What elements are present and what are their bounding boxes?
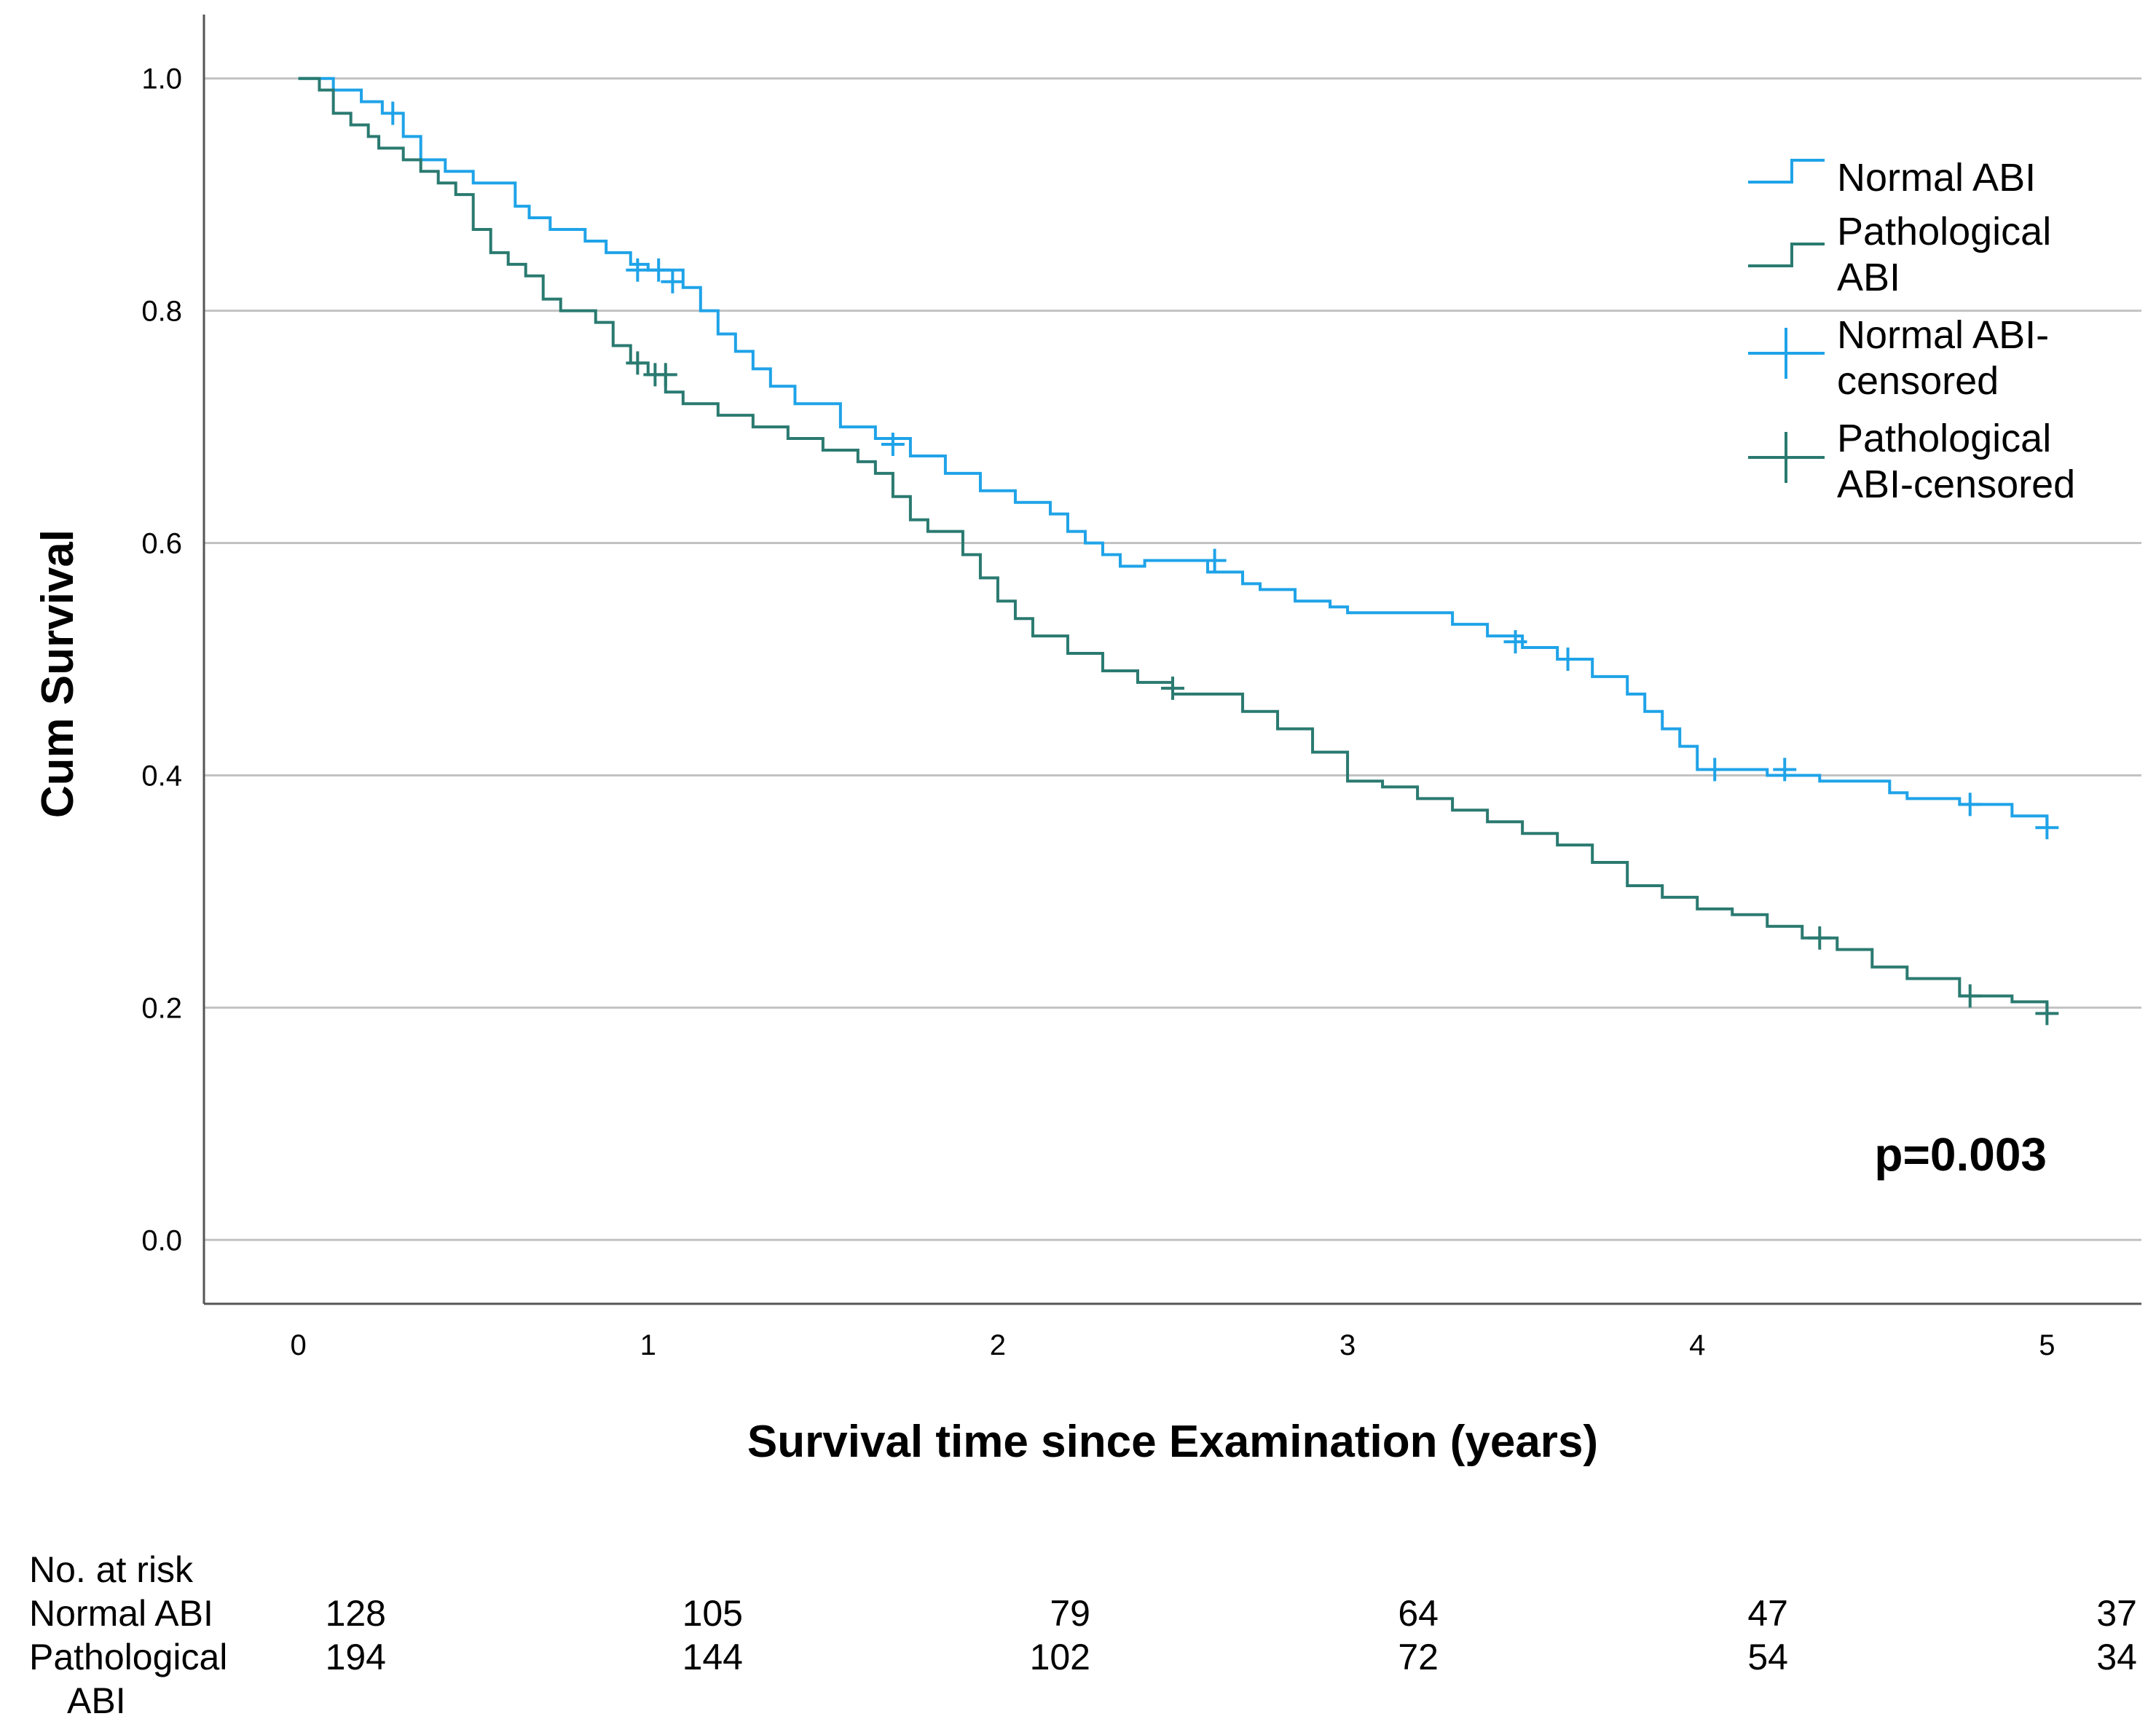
risk-table: No. at risk Normal ABI 128 105 79 64 47 …: [29, 1548, 2141, 1723]
risk-pathological-t3: 72: [1398, 1637, 1439, 1677]
y-tick-label: 0.4: [141, 760, 182, 792]
censor-mark-pathological: [1161, 676, 1184, 700]
risk-pathological-t0: 194: [325, 1637, 386, 1677]
risk-pathological-t2: 102: [1029, 1637, 1090, 1677]
censor-mark-normal: [381, 101, 405, 125]
risk-pathological-t5: 34: [2096, 1637, 2137, 1677]
legend-label-normal-censored-line2: censored: [1837, 359, 1999, 403]
x-tick-label: 1: [640, 1329, 656, 1361]
legend-label-pathological-censored: Pathological ABI-censored: [1837, 417, 2075, 506]
censor-mark-normal: [1503, 630, 1527, 654]
legend-symbol-pathological-line: [1748, 243, 1825, 267]
censor-mark-normal: [1703, 758, 1727, 782]
x-tick-label: 3: [1339, 1329, 1356, 1361]
y-tick-labels: 0.0 0.2 0.4 0.6 0.8 1.0: [141, 63, 182, 1257]
risk-row-label-pathological-line2: ABI: [67, 1680, 126, 1721]
x-tick-label: 4: [1689, 1329, 1705, 1361]
censor-mark-normal: [1958, 792, 1982, 817]
legend: Normal ABI Pathological ABI Normal ABI- …: [1748, 156, 2075, 506]
x-tick-label: 0: [291, 1329, 307, 1361]
gridlines: [204, 77, 2141, 1241]
legend-label-pathological-line2: ABI: [1837, 256, 1900, 299]
legend-symbol-normal-censored: [1748, 328, 1825, 379]
y-tick-label: 0.6: [141, 528, 182, 560]
censor-mark-pathological: [1808, 926, 1832, 950]
risk-normal-t1: 105: [682, 1593, 743, 1634]
x-axis-title: Survival time since Examination (years): [747, 1417, 1598, 1467]
y-tick-label: 0.2: [141, 992, 182, 1024]
censor-marks: [381, 101, 2059, 1026]
censor-mark-pathological: [653, 363, 677, 387]
censor-mark-normal: [661, 270, 685, 294]
censor-mark-normal: [881, 433, 905, 456]
censor-mark-normal: [2035, 816, 2059, 840]
censor-mark-pathological: [626, 351, 650, 375]
censor-mark-normal: [1773, 758, 1797, 782]
series-line-normal: [298, 76, 2049, 828]
series: [298, 76, 2049, 1014]
risk-pathological-t1: 144: [682, 1637, 743, 1677]
y-tick-label: 1.0: [141, 63, 182, 95]
legend-label-normal-censored-line1: Normal ABI-: [1837, 313, 2049, 357]
p-value-annotation: p=0.003: [1874, 1128, 2047, 1181]
y-axis-title: Cum Survival: [33, 530, 83, 818]
risk-normal-t2: 79: [1050, 1593, 1090, 1634]
survival-chart: 0.0 0.2 0.4 0.6 0.8 1.0 0 1 2 3 4 5 Survival time …: [33, 15, 2141, 1467]
censor-mark-normal: [1203, 548, 1227, 573]
risk-row-label-pathological: Pathological: [29, 1637, 228, 1677]
risk-normal-t4: 47: [1747, 1593, 1788, 1634]
risk-normal-t5: 37: [2096, 1593, 2137, 1634]
y-tick-label: 0.8: [141, 296, 182, 328]
censor-mark-normal: [626, 258, 650, 282]
risk-table-header: No. at risk: [29, 1549, 194, 1590]
x-tick-label: 5: [2039, 1329, 2055, 1361]
x-tick-labels: 0 1 2 3 4 5: [291, 1329, 2055, 1361]
legend-symbol-normal-line: [1748, 159, 1825, 184]
legend-label-normal-censored: Normal ABI- censored: [1837, 313, 2060, 403]
risk-row-label-normal: Normal ABI: [29, 1593, 213, 1634]
risk-normal-t3: 64: [1398, 1593, 1439, 1634]
legend-label-normal: Normal ABI: [1837, 156, 2036, 200]
censor-mark-normal: [1556, 648, 1580, 671]
x-tick-label: 2: [990, 1329, 1006, 1361]
censor-mark-pathological: [1958, 984, 1982, 1008]
censor-mark-normal: [647, 258, 671, 282]
censor-mark-pathological: [2035, 1002, 2059, 1026]
legend-label-pathological-censored-line1: Pathological: [1837, 417, 2051, 460]
risk-normal-t0: 128: [325, 1593, 386, 1634]
series-line-pathological: [298, 76, 2049, 1014]
y-tick-label: 0.0: [141, 1224, 182, 1256]
legend-label-pathological: Pathological ABI: [1837, 210, 2062, 299]
legend-label-pathological-line1: Pathological: [1837, 210, 2051, 253]
legend-symbol-pathological-censored: [1748, 432, 1825, 483]
legend-label-pathological-censored-line2: ABI-censored: [1837, 463, 2075, 506]
axes: [202, 15, 2141, 1305]
risk-pathological-t4: 54: [1747, 1637, 1788, 1677]
